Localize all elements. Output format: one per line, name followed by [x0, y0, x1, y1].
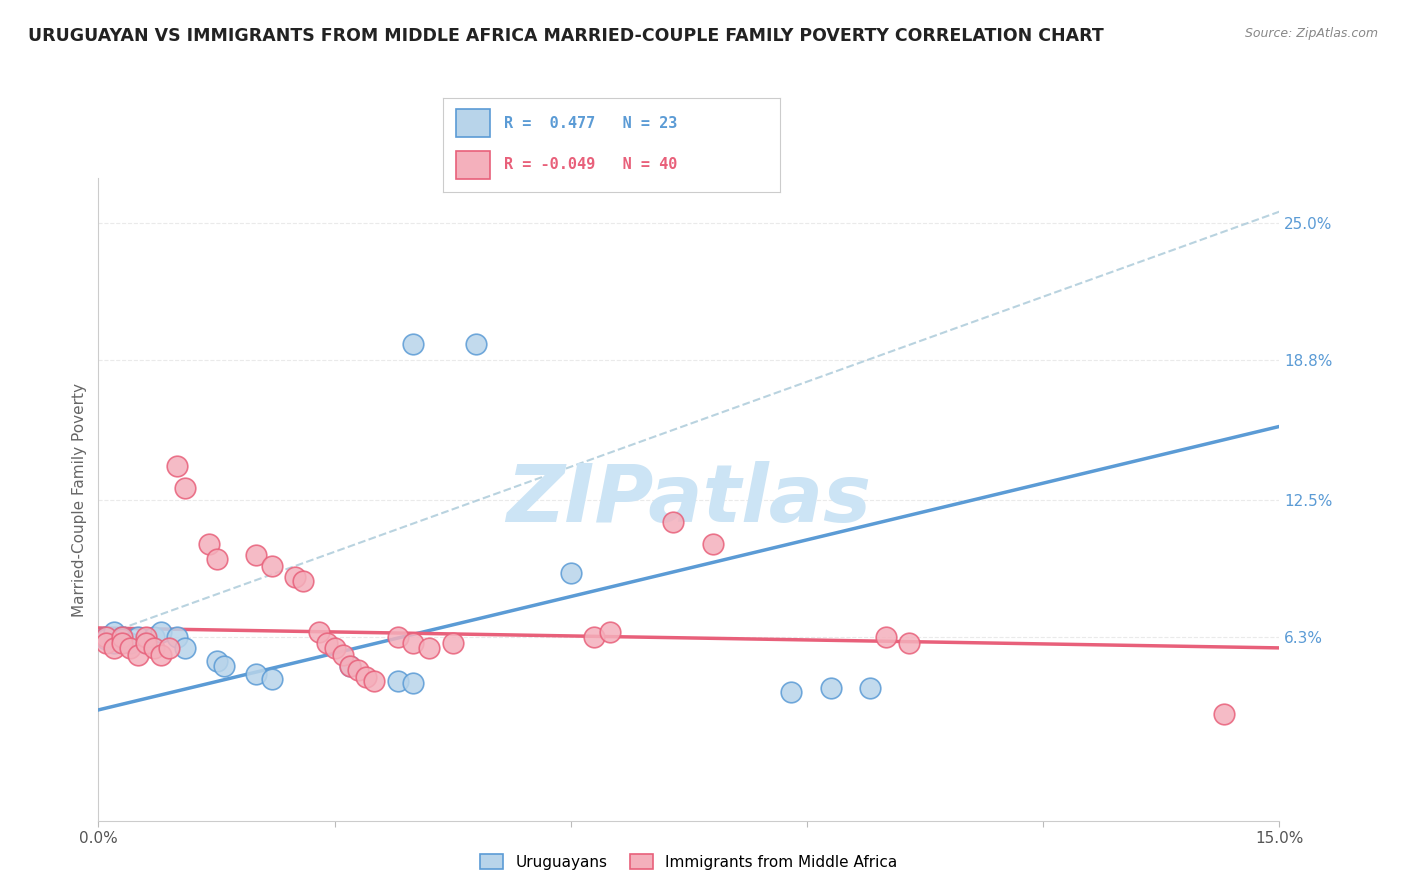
Point: [111, 636, 134, 650]
Point: [820, 681, 842, 695]
Point: [560, 566, 582, 580]
Point: [135, 636, 157, 650]
Point: [898, 636, 921, 650]
Point: [662, 515, 685, 529]
Point: [702, 537, 724, 551]
Point: [150, 625, 173, 640]
Point: [583, 630, 606, 644]
Bar: [457, 151, 491, 178]
Point: [347, 663, 370, 677]
Text: Source: ZipAtlas.com: Source: ZipAtlas.com: [1244, 27, 1378, 40]
Point: [205, 654, 228, 668]
Point: [441, 636, 464, 650]
Point: [127, 648, 149, 662]
Point: [103, 636, 125, 650]
Bar: [457, 110, 491, 137]
Point: [292, 574, 315, 589]
Point: [166, 630, 188, 644]
Point: [142, 640, 165, 655]
Point: [118, 640, 141, 655]
Point: [214, 658, 236, 673]
Point: [315, 636, 337, 650]
Point: [111, 630, 134, 644]
Point: [245, 667, 267, 681]
Point: [157, 640, 180, 655]
Point: [387, 674, 409, 689]
Point: [332, 648, 354, 662]
Point: [103, 640, 125, 655]
Point: [402, 636, 425, 650]
Point: [150, 648, 173, 662]
Point: [402, 337, 425, 351]
Point: [323, 640, 346, 655]
Point: [363, 674, 385, 689]
Legend: Uruguayans, Immigrants from Middle Africa: Uruguayans, Immigrants from Middle Afric…: [472, 846, 905, 877]
Point: [260, 558, 283, 573]
Point: [96, 636, 118, 650]
Point: [118, 636, 141, 650]
Text: R = -0.049   N = 40: R = -0.049 N = 40: [503, 157, 678, 172]
Point: [354, 670, 377, 684]
Point: [339, 658, 361, 673]
Point: [387, 630, 409, 644]
Point: [284, 570, 307, 584]
Point: [245, 548, 267, 562]
Text: URUGUAYAN VS IMMIGRANTS FROM MIDDLE AFRICA MARRIED-COUPLE FAMILY POVERTY CORRELA: URUGUAYAN VS IMMIGRANTS FROM MIDDLE AFRI…: [28, 27, 1104, 45]
Point: [166, 459, 188, 474]
Point: [96, 630, 118, 644]
Point: [1213, 707, 1236, 722]
Point: [96, 632, 118, 646]
Text: ZIPatlas: ZIPatlas: [506, 460, 872, 539]
Point: [599, 625, 621, 640]
Point: [308, 625, 330, 640]
Point: [197, 537, 219, 551]
Y-axis label: Married-Couple Family Poverty: Married-Couple Family Poverty: [72, 383, 87, 616]
Point: [859, 681, 882, 695]
Point: [103, 625, 125, 640]
Point: [111, 630, 134, 644]
Point: [96, 630, 118, 644]
Point: [127, 630, 149, 644]
Point: [875, 630, 897, 644]
Point: [174, 640, 197, 655]
Point: [135, 636, 157, 650]
Point: [111, 632, 134, 646]
Point: [142, 630, 165, 644]
Point: [418, 640, 440, 655]
Point: [465, 337, 488, 351]
Point: [780, 685, 803, 699]
Point: [174, 482, 197, 496]
Point: [339, 658, 361, 673]
Point: [135, 630, 157, 644]
Text: R =  0.477   N = 23: R = 0.477 N = 23: [503, 116, 678, 131]
Point: [205, 552, 228, 566]
Point: [402, 676, 425, 690]
Point: [260, 672, 283, 686]
